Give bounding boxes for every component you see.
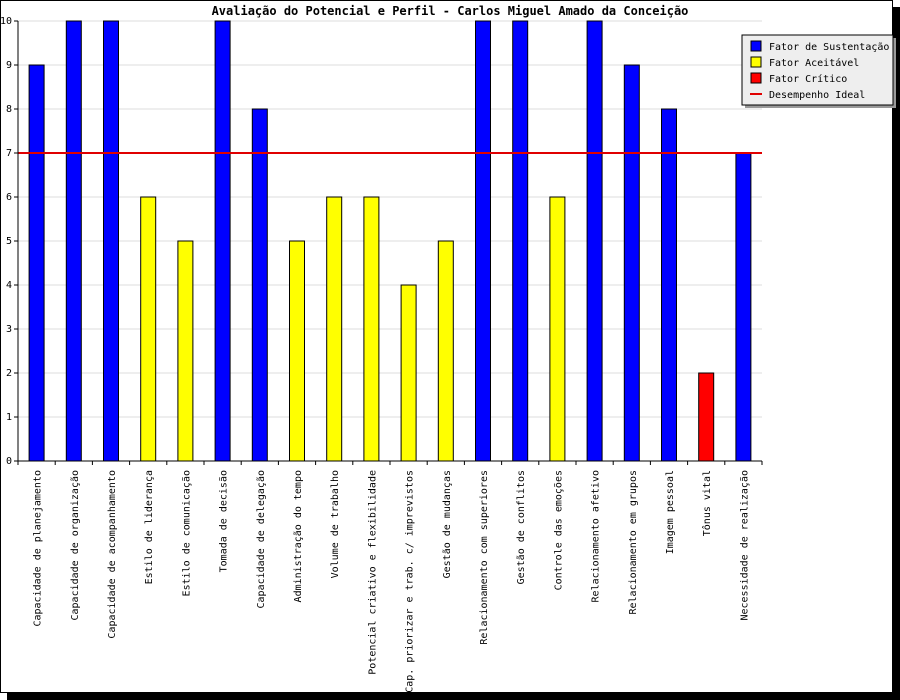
x-category-label: Tônus vital <box>701 470 713 536</box>
bar <box>698 372 715 462</box>
y-tick-label: 8 <box>6 104 12 115</box>
bar <box>661 108 677 462</box>
legend-label: Fator de Sustentação <box>769 42 889 53</box>
y-tick-labels: 0 1 2 3 4 5 6 7 8 9 10 <box>0 16 12 467</box>
x-category-label: Gestão de mudanças <box>442 470 453 578</box>
axes <box>14 20 763 465</box>
chart-title: Avaliação do Potencial e Perfil - Carlos… <box>212 4 689 18</box>
y-tick-label: 10 <box>0 16 12 27</box>
x-category-label: Potencial criativo e flexibilidade <box>367 470 378 675</box>
bar <box>363 196 380 462</box>
x-category-label: Relacionamento afetivo <box>591 470 602 602</box>
x-category-label: Gestão de conflitos <box>516 470 527 584</box>
y-tick-label: 3 <box>6 324 12 335</box>
bar <box>512 20 529 462</box>
x-category-label: Capacidade de acompanhamento <box>107 470 118 639</box>
y-tick-label: 4 <box>6 280 12 291</box>
legend-label: Fator Aceitável <box>769 57 859 69</box>
legend-swatch <box>750 72 762 84</box>
bar <box>400 284 417 462</box>
bar <box>475 20 491 462</box>
bar <box>65 20 82 462</box>
bar <box>549 196 566 462</box>
x-category-label: Capacidade de planejamento <box>33 470 44 627</box>
bar <box>251 108 268 462</box>
y-tick-label: 7 <box>6 148 12 159</box>
x-category-label: Relacionamento em grupos <box>628 470 639 615</box>
frame-shadow-bottom <box>7 693 900 700</box>
x-category-labels: Capacidade de planejamento Capacidade de … <box>33 470 751 693</box>
y-tick-label: 6 <box>6 192 12 203</box>
x-category-label: Tomada de decisão <box>219 470 230 572</box>
bar <box>735 152 752 462</box>
gridlines <box>18 20 762 462</box>
y-tick-label: 2 <box>6 368 12 379</box>
bar <box>289 240 305 462</box>
legend-box <box>741 34 894 106</box>
y-tick-label: 9 <box>6 60 12 71</box>
legend-label: Desempenho Ideal <box>769 90 865 101</box>
x-category-label: Volume de trabalho <box>330 470 341 578</box>
legend-swatch <box>750 56 762 68</box>
x-category-label: Administração do tempo <box>293 470 304 602</box>
x-category-label: Cap. priorizar e trab. c/ imprevistos <box>405 470 416 693</box>
x-category-label: Imagem pessoal <box>665 470 676 554</box>
bar <box>140 196 157 462</box>
bars <box>28 20 752 462</box>
bar <box>103 20 119 462</box>
legend: Fator de Sustentação Fator Aceitável Fator… <box>741 34 896 108</box>
x-category-label: Estilo de liderança <box>144 470 155 584</box>
x-category-label: Relacionamento com superiores <box>479 470 490 645</box>
x-category-label: Controle das emoções <box>553 470 564 590</box>
frame-shadow-right <box>893 7 900 700</box>
bar <box>177 240 194 462</box>
x-category-label: Capacidade de delegação <box>256 470 267 608</box>
y-tick-label: 5 <box>6 236 12 247</box>
bar <box>28 64 45 462</box>
bar <box>437 240 454 462</box>
x-category-label: Necessidade de realização <box>739 470 750 621</box>
bar <box>326 196 343 462</box>
bar <box>623 64 640 462</box>
y-tick-label: 0 <box>6 456 12 467</box>
x-category-label: Estilo de comunicação <box>181 470 192 596</box>
legend-label: Fator Crítico <box>769 73 847 85</box>
y-tick-label: 1 <box>6 412 12 423</box>
legend-swatch <box>750 40 762 52</box>
bar <box>214 20 231 462</box>
bar <box>586 20 603 462</box>
x-category-label: Capacidade de organização <box>70 470 81 621</box>
